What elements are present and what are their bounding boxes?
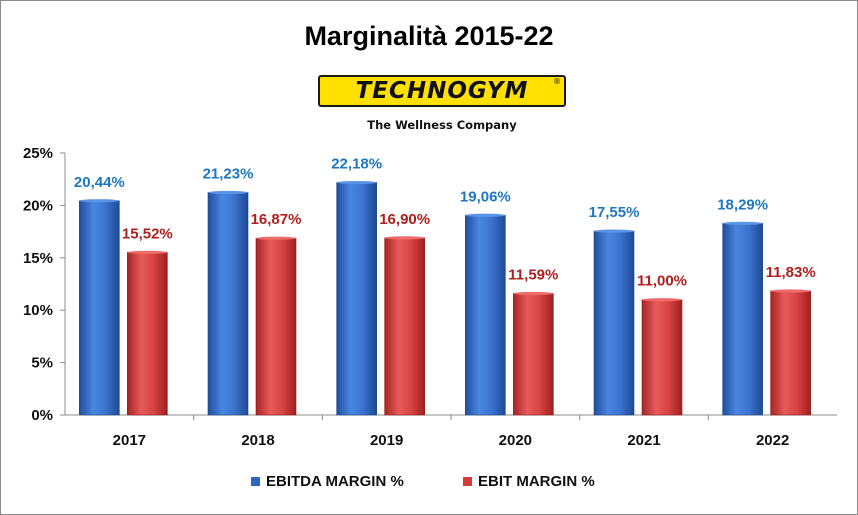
bar-ebitda [79,200,120,416]
data-label-ebitda: 20,44% [74,174,125,191]
data-label-ebit: 16,87% [251,211,302,228]
bar-ebit-top [642,298,682,302]
legend-label-ebit: EBIT MARGIN % [478,472,595,490]
y-tick-label: 15% [23,250,53,267]
data-label-ebit: 11,83% [766,264,816,281]
bar-ebit [127,252,168,416]
bar-ebit-top [384,236,425,240]
bar-ebitda [593,230,635,416]
bar-ebit-top [127,250,168,254]
legend-swatch-ebitda [251,476,260,486]
legend-item-ebit: EBIT MARGIN % [463,471,595,491]
legend-swatch-ebit [463,476,472,486]
bar-ebitda-top [208,190,248,195]
bar-ebitda [722,223,763,416]
bar-ebitda-top [79,199,120,203]
legend-item-ebitda: EBITDA MARGIN % [251,471,404,491]
bar-ebitda [465,214,506,416]
x-tick-label: 2018 [241,432,274,449]
chart-title: Marginalità 2015-22 [304,21,554,51]
bar-ebit-top [770,289,811,293]
bar-ebitda-top [594,229,634,233]
data-label-ebit: 11,59% [508,267,558,284]
bar-ebit [384,237,425,416]
data-label-ebitda: 22,18% [331,156,382,173]
x-tick-label: 2022 [756,432,789,449]
logo-registered-mark: ® [553,77,561,86]
bar-ebit [255,237,297,416]
bar-ebit-top [513,291,554,296]
bar-ebit [641,299,683,416]
bar-ebit [513,293,554,416]
logo-tagline: The Wellness Company [367,118,517,132]
y-tick-label: 10% [23,302,53,319]
data-label-ebitda: 19,06% [460,188,511,205]
bar-ebit-top [256,236,296,240]
technogym-logo: TECHNOGYM ® [318,75,566,107]
data-label-ebitda: 18,29% [717,196,768,213]
bar-ebitda-top [336,180,377,185]
bar-ebit [770,290,811,416]
x-tick-label: 2021 [627,432,660,449]
y-tick-label: 5% [31,355,53,372]
bar-ebitda [207,192,249,416]
data-label-ebit: 16,90% [379,211,430,228]
data-label-ebit: 15,52% [122,225,173,242]
x-tick-label: 2020 [499,432,532,449]
y-tick-label: 20% [23,197,53,214]
x-tick-label: 2019 [370,432,403,449]
legend-label-ebitda: EBITDA MARGIN % [266,472,404,490]
data-label-ebit: 11,00% [637,273,687,290]
bar-ebitda-top [722,221,763,225]
x-tick-label: 2017 [113,432,146,449]
logo-wordmark: TECHNOGYM [355,78,529,104]
bar-ebitda-top [465,213,506,217]
bar-ebitda [336,182,377,416]
data-label-ebitda: 17,55% [589,204,640,221]
data-label-ebitda: 21,23% [203,166,254,183]
y-tick-label: 25% [23,145,53,162]
y-tick-label: 0% [31,407,53,424]
